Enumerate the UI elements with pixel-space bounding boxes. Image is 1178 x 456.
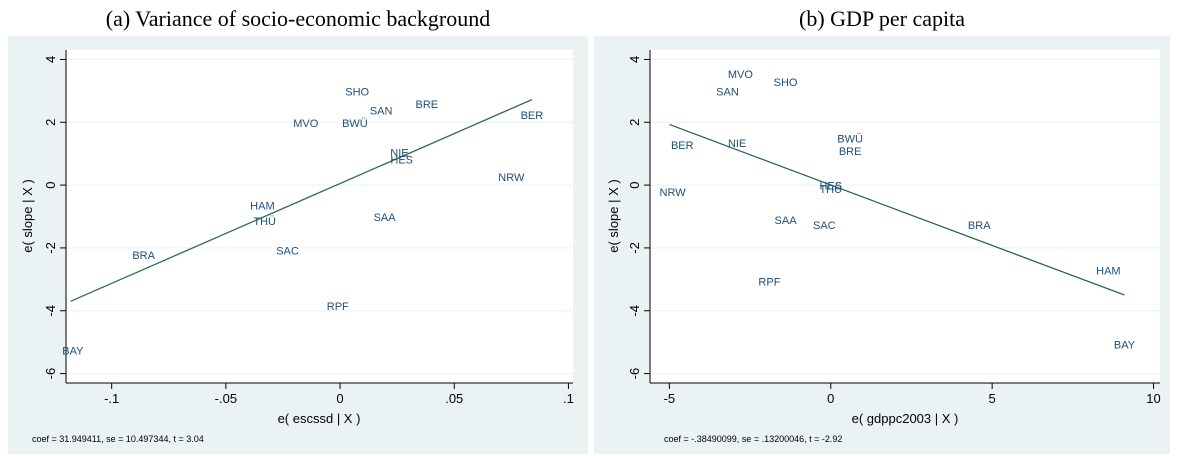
panel-b-title: (b) GDP per capita — [799, 6, 965, 31]
point-label-san: SAN — [370, 105, 393, 117]
x-tick-label: 0 — [827, 391, 834, 406]
regression-line — [669, 123, 1125, 296]
point-label-bra: BRA — [132, 250, 155, 262]
y-tick-label: 4 — [43, 56, 58, 63]
x-tick-label: .1 — [563, 391, 574, 406]
point-label-sho: SHO — [774, 77, 798, 89]
x-tick-label: -.05 — [215, 391, 237, 406]
point-label-nrw: NRW — [498, 172, 525, 184]
y-tick-label: -4 — [627, 305, 642, 317]
point-label-thü: THÜ — [819, 184, 842, 196]
y-axis-label: e( slope | X ) — [20, 179, 35, 252]
point-label-san: SAN — [716, 86, 739, 98]
point-label-hes: HES — [390, 155, 413, 167]
x-tick-label: -5 — [664, 391, 676, 406]
point-label-bay: BAY — [62, 346, 84, 358]
point-label-sho: SHO — [345, 86, 369, 98]
point-label-nrw: NRW — [660, 187, 687, 199]
x-tick-label: 10 — [1146, 391, 1160, 406]
x-tick-label: 0 — [336, 391, 343, 406]
axis-ticks: -.1 -.05 0 .05 .1 -6 -4 -2 0 2 4 — [43, 56, 574, 406]
point-label-bre: BRE — [416, 99, 439, 111]
y-tick-label: -2 — [627, 242, 642, 254]
x-tick-label: .05 — [445, 391, 463, 406]
y-tick-label: -6 — [627, 368, 642, 380]
point-label-bre: BRE — [839, 146, 862, 158]
grid-lines — [650, 58, 1160, 375]
y-tick-label: -4 — [43, 305, 58, 317]
x-tick-label: -.1 — [104, 391, 119, 406]
point-label-rpf: RPF — [758, 276, 780, 288]
point-label-bwü: BWÜ — [837, 134, 863, 146]
point-label-mvo: MVO — [728, 69, 754, 81]
point-label-sac: SAC — [276, 246, 299, 258]
y-tick-label: -6 — [43, 368, 58, 380]
grid-lines — [66, 58, 573, 375]
y-tick-label: -2 — [43, 242, 58, 254]
point-label-sac: SAC — [813, 220, 836, 232]
y-tick-label: 0 — [627, 181, 642, 188]
axis-ticks: -5 0 5 10 -6 -4 -2 0 2 4 — [627, 56, 1161, 406]
x-tick-label: 5 — [989, 391, 996, 406]
coefficient-note: coef = 31.949411, se = 10.497344, t = 3.… — [32, 434, 204, 444]
point-label-bwü: BWÜ — [342, 118, 368, 130]
y-axis-label: e( slope | X ) — [606, 179, 621, 252]
point-label-ham: HAM — [1096, 265, 1120, 277]
y-tick-label: 2 — [627, 119, 642, 126]
point-label-thü: THÜ — [253, 216, 276, 228]
y-tick-label: 4 — [627, 56, 642, 63]
point-label-saa: SAA — [775, 215, 798, 227]
point-label-bra: BRA — [968, 220, 991, 232]
point-label-hes: HES — [819, 181, 842, 193]
regression-line — [70, 99, 533, 302]
point-label-ham: HAM — [250, 200, 274, 212]
point-label-nie: NIE — [728, 138, 746, 150]
x-axis-label: e( gdppc2003 | X ) — [852, 411, 959, 426]
point-label-nie: NIE — [390, 148, 408, 160]
point-label-ber: BER — [521, 110, 544, 122]
x-axis-label: e( escssd | X ) — [278, 411, 361, 426]
y-tick-label: 0 — [43, 181, 58, 188]
point-label-saa: SAA — [374, 212, 397, 224]
fit-line — [70, 99, 533, 302]
point-label-mvo: MVO — [293, 118, 319, 130]
y-tick-label: 2 — [43, 119, 58, 126]
point-label-rpf: RPF — [327, 301, 349, 313]
coefficient-note: coef = -.38490099, se = .13200046, t = -… — [664, 434, 842, 444]
plot-area — [650, 50, 1160, 383]
fit-line — [669, 123, 1125, 296]
plot-area — [66, 50, 573, 383]
panel-a-title: (a) Variance of socio-economic backgroun… — [105, 6, 491, 31]
point-label-bay: BAY — [1114, 339, 1136, 351]
point-label-ber: BER — [671, 140, 694, 152]
